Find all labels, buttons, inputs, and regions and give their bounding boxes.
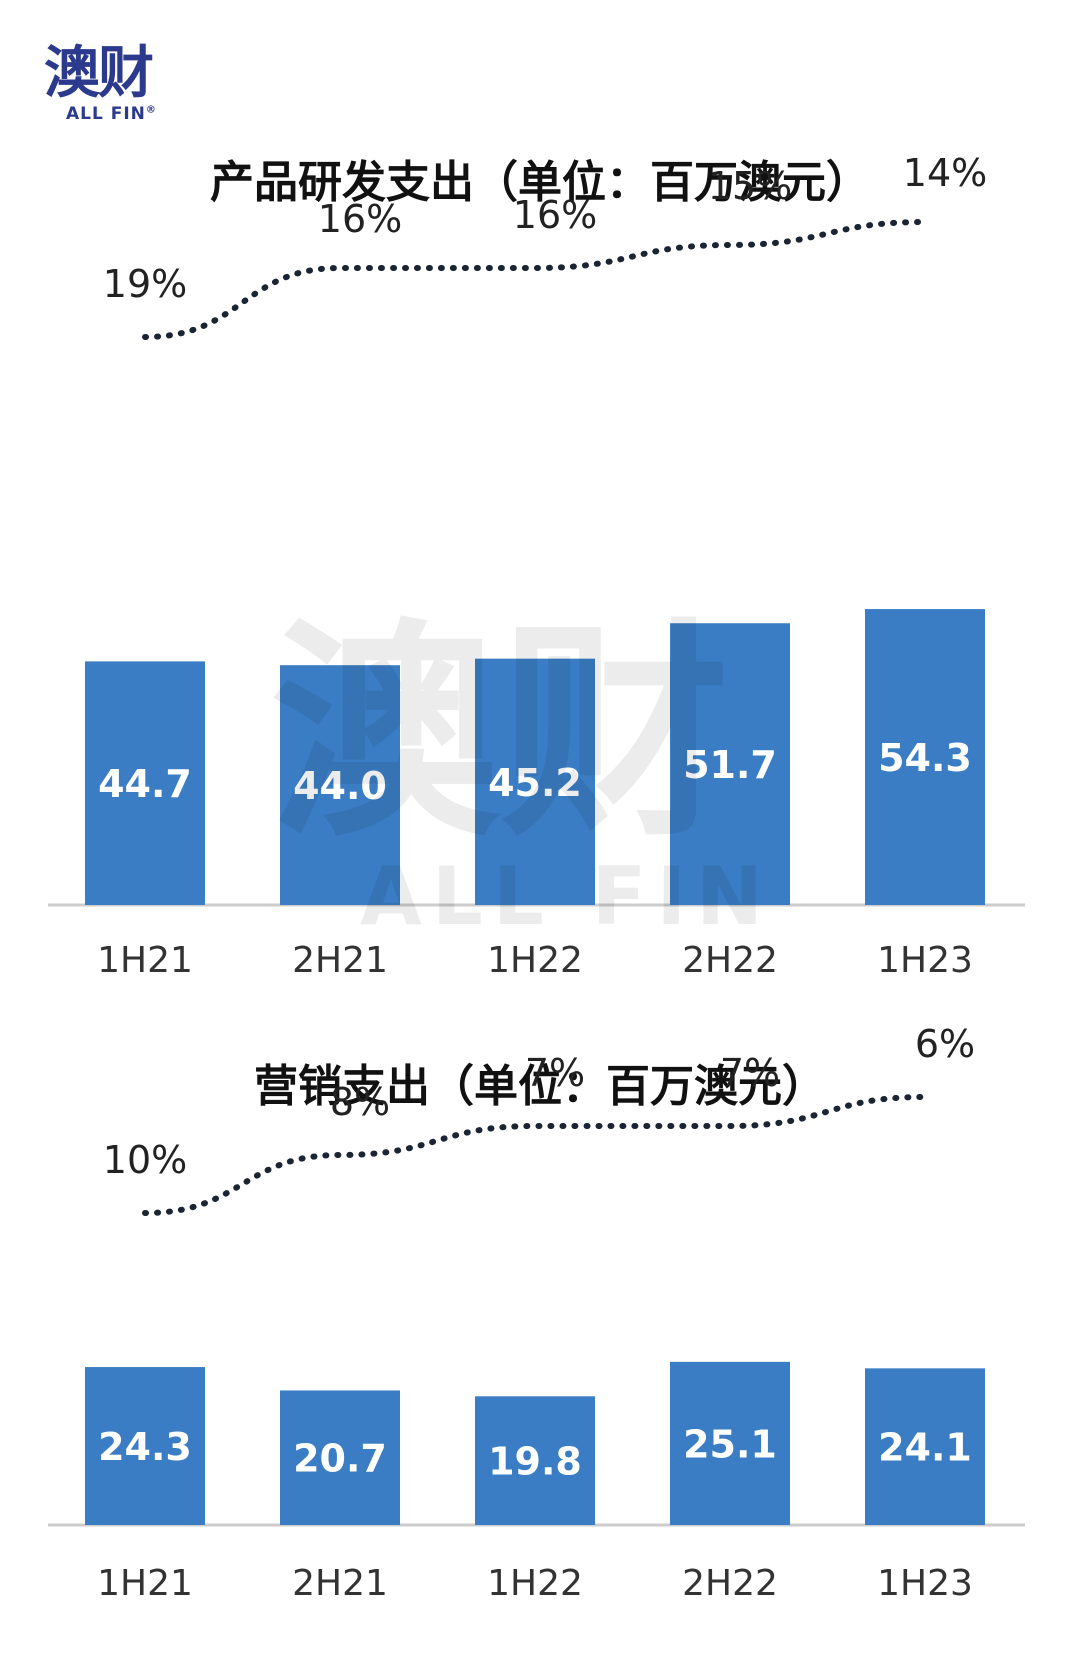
ratio-percent-label: 10% (103, 1138, 187, 1182)
ratio-percent-label: 15% (708, 164, 792, 208)
bar-1H22 (475, 658, 595, 905)
ratio-percent-label: 7% (525, 1051, 585, 1095)
ratio-percent-label: 6% (915, 1022, 975, 1066)
bar-value-label: 51.7 (683, 743, 777, 787)
bar-value-label: 20.7 (293, 1437, 387, 1481)
logo-english-text: ALL FIN® (66, 104, 157, 124)
x-tick-label: 1H23 (877, 940, 973, 981)
bar-1H21 (85, 1367, 205, 1525)
bar-value-label: 25.1 (683, 1422, 777, 1466)
ratio-percent-label: 14% (903, 151, 987, 195)
x-tick-label: 2H21 (292, 1563, 388, 1604)
bar-2H21 (280, 665, 400, 905)
ratio-percent-label: 19% (103, 262, 187, 306)
ratio-percent-label: 8% (330, 1080, 390, 1124)
x-tick-label: 2H22 (682, 940, 778, 981)
bar-value-label: 45.2 (488, 761, 582, 805)
bar-1H23 (865, 609, 985, 905)
ratio-percent-label: 16% (318, 197, 402, 241)
marketing-chart-title: 营销支出（单位：百万澳元） (254, 1061, 826, 1112)
x-tick-label: 1H21 (97, 940, 193, 981)
logo-chinese-text: 澳财 (44, 41, 154, 106)
bar-value-label: 24.1 (878, 1426, 972, 1470)
bar-value-label: 44.0 (293, 764, 387, 808)
bar-2H21 (280, 1390, 400, 1525)
x-tick-label: 1H22 (487, 1563, 583, 1604)
bar-value-label: 19.8 (488, 1440, 582, 1484)
ratio-percent-label: 7% (720, 1051, 780, 1095)
bar-1H23 (865, 1368, 985, 1525)
ratio-dotted-line (142, 1094, 928, 1216)
x-tick-label: 2H21 (292, 940, 388, 981)
bar-value-label: 54.3 (878, 736, 972, 780)
x-tick-label: 2H22 (682, 1563, 778, 1604)
bar-2H22 (670, 623, 790, 905)
bar-value-label: 44.7 (98, 762, 192, 806)
ratio-percent-label: 16% (513, 193, 597, 237)
bar-2H22 (670, 1361, 790, 1525)
x-tick-label: 1H23 (877, 1563, 973, 1604)
bar-1H21 (85, 661, 205, 905)
x-tick-label: 1H21 (97, 1563, 193, 1604)
rd-expense-chart: 44.7 1H21 44.0 2H21 45.2 1H22 51.7 2H22 54.3 1H23… (48, 151, 1025, 981)
bar-value-label: 24.3 (98, 1425, 192, 1469)
bar-1H22 (475, 1396, 595, 1525)
x-tick-label: 1H22 (487, 940, 583, 981)
rd-chart-title: 产品研发支出（单位：百万澳元） (210, 157, 870, 208)
ratio-dotted-line (142, 219, 928, 340)
allfin-logo: 澳财 ALL FIN® (44, 42, 184, 132)
